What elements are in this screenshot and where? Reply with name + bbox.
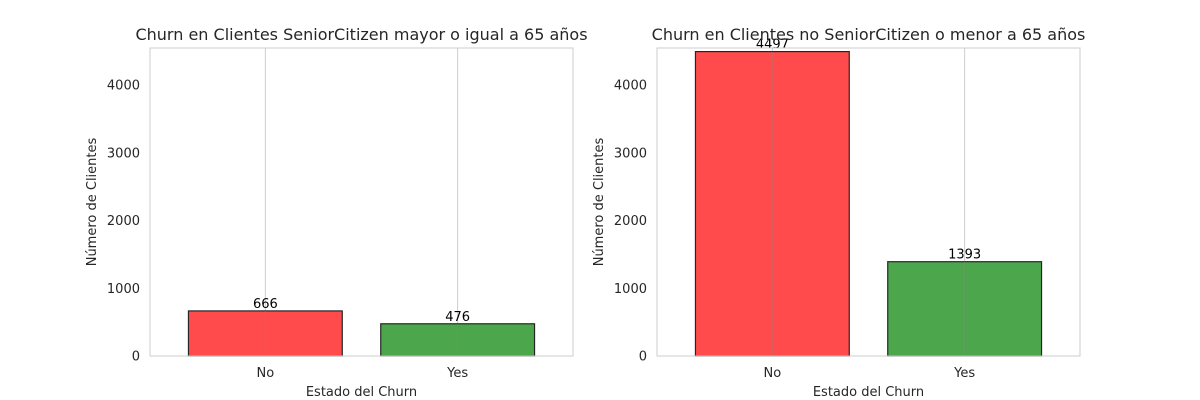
data-label: 1393 [948, 248, 981, 263]
y-tick-label: 3000 [614, 146, 647, 161]
y-axis-label: Número de Clientes [85, 137, 100, 266]
bar-no [694, 50, 850, 357]
data-label: 4497 [756, 38, 789, 53]
bar-yes [887, 261, 1043, 357]
plot-frame [656, 47, 1081, 357]
y-tick-label: 0 [132, 350, 140, 365]
y-tick-label: 4000 [614, 79, 647, 94]
y-tick-label: 1000 [107, 282, 140, 297]
plot-frame [149, 47, 574, 357]
y-tick-label: 2000 [614, 214, 647, 229]
chart-senior: 0 1000 2000 3000 4000 666 No 476 Yes Churn en Cli… [85, 25, 588, 400]
x-tick-label: Yes [953, 366, 975, 381]
chart-non-senior: 0 1000 2000 3000 4000 4497 No 1393 Yes Churn en C… [592, 25, 1085, 400]
bar-yes [380, 323, 536, 357]
chart-title: Churn en Clientes SeniorCitizen mayor o … [135, 25, 587, 44]
x-tick-label: Yes [446, 366, 468, 381]
y-tick-label: 1000 [614, 282, 647, 297]
data-label: 476 [445, 310, 470, 325]
y-tick-label: 3000 [107, 146, 140, 161]
x-tick-label: No [764, 366, 782, 381]
chart-title: Churn en Clientes no SeniorCitizen o men… [652, 25, 1086, 44]
bar-no [187, 310, 343, 357]
y-tick-label: 0 [639, 350, 647, 365]
y-tick-label: 4000 [107, 79, 140, 94]
y-tick-label: 2000 [107, 214, 140, 229]
x-axis-label: Estado del Churn [813, 385, 924, 400]
data-label: 666 [253, 297, 278, 312]
x-tick-label: No [257, 366, 275, 381]
y-axis-label: Número de Clientes [592, 137, 607, 266]
x-axis-label: Estado del Churn [306, 385, 417, 400]
